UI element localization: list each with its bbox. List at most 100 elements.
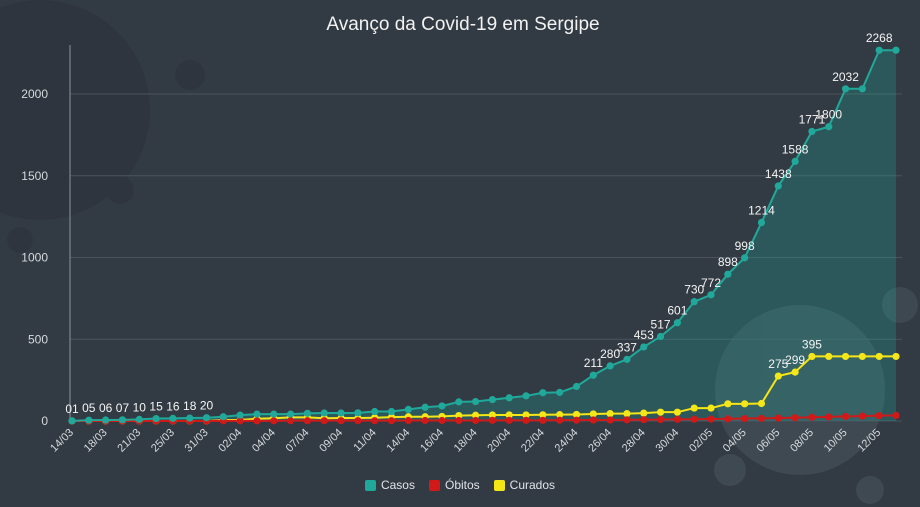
point-obitos[interactable] (757, 414, 766, 422)
point-casos[interactable] (808, 127, 816, 136)
point-casos[interactable] (556, 388, 564, 396)
point-casos[interactable] (303, 409, 312, 417)
point-obitos[interactable] (488, 416, 497, 424)
point-casos[interactable] (673, 319, 681, 327)
point-casos[interactable] (741, 254, 749, 262)
point-casos[interactable] (825, 123, 833, 131)
legend-item-curados[interactable]: Curados (493, 478, 555, 492)
point-casos[interactable] (287, 410, 295, 418)
point-curados[interactable] (875, 352, 883, 361)
point-obitos[interactable] (287, 417, 295, 425)
point-casos[interactable] (169, 414, 177, 422)
point-casos[interactable] (875, 46, 883, 54)
point-casos[interactable] (135, 415, 143, 423)
point-curados[interactable] (741, 400, 749, 408)
point-casos[interactable] (118, 416, 127, 424)
point-obitos[interactable] (589, 416, 597, 424)
point-casos[interactable] (707, 291, 715, 299)
point-casos[interactable] (892, 46, 900, 54)
point-obitos[interactable] (825, 413, 833, 421)
point-obitos[interactable] (404, 416, 412, 425)
point-casos[interactable] (623, 355, 631, 363)
point-curados[interactable] (791, 368, 799, 376)
point-curados[interactable] (589, 410, 597, 418)
point-obitos[interactable] (539, 416, 547, 424)
point-casos[interactable] (606, 362, 614, 370)
point-obitos[interactable] (387, 417, 396, 425)
point-curados[interactable] (892, 352, 900, 361)
point-casos[interactable] (589, 371, 597, 379)
point-casos[interactable] (539, 389, 547, 397)
legend-item-casos[interactable]: Casos (364, 478, 415, 492)
point-casos[interactable] (774, 182, 782, 190)
point-casos[interactable] (387, 407, 396, 416)
point-casos[interactable] (186, 414, 194, 422)
point-casos[interactable] (320, 409, 328, 417)
point-curados[interactable] (673, 408, 681, 416)
point-obitos[interactable] (421, 416, 429, 425)
point-casos[interactable] (236, 411, 244, 419)
point-obitos[interactable] (656, 415, 665, 424)
point-curados[interactable] (808, 352, 816, 361)
point-curados[interactable] (690, 404, 698, 412)
point-casos[interactable] (656, 332, 665, 341)
point-obitos[interactable] (253, 417, 261, 425)
point-obitos[interactable] (522, 416, 530, 424)
point-obitos[interactable] (841, 412, 850, 421)
point-obitos[interactable] (337, 417, 345, 425)
point-curados[interactable] (640, 409, 648, 417)
point-curados[interactable] (488, 411, 497, 419)
point-casos[interactable] (253, 410, 261, 418)
point-curados[interactable] (572, 410, 581, 419)
point-curados[interactable] (505, 411, 513, 419)
point-obitos[interactable] (892, 411, 900, 420)
point-casos[interactable] (438, 402, 446, 410)
point-obitos[interactable] (741, 414, 749, 423)
point-casos[interactable] (757, 218, 766, 227)
point-obitos[interactable] (640, 416, 648, 424)
point-curados[interactable] (707, 404, 715, 412)
point-obitos[interactable] (673, 415, 681, 423)
point-curados[interactable] (623, 410, 631, 418)
point-casos[interactable] (572, 382, 581, 391)
point-obitos[interactable] (354, 417, 362, 425)
point-obitos[interactable] (858, 412, 866, 420)
point-obitos[interactable] (270, 417, 278, 425)
point-obitos[interactable] (371, 417, 379, 425)
point-casos[interactable] (68, 417, 76, 425)
point-curados[interactable] (556, 411, 564, 419)
point-casos[interactable] (337, 409, 345, 417)
point-obitos[interactable] (572, 416, 581, 424)
point-obitos[interactable] (438, 416, 446, 425)
point-obitos[interactable] (471, 416, 480, 425)
point-curados[interactable] (858, 352, 866, 361)
point-obitos[interactable] (808, 413, 816, 421)
point-curados[interactable] (606, 410, 614, 418)
point-casos[interactable] (791, 157, 799, 165)
point-casos[interactable] (102, 416, 110, 424)
point-obitos[interactable] (303, 417, 312, 425)
point-casos[interactable] (690, 298, 698, 306)
point-casos[interactable] (270, 410, 278, 418)
point-obitos[interactable] (556, 416, 564, 424)
point-casos[interactable] (202, 414, 211, 422)
point-obitos[interactable] (236, 417, 244, 425)
point-casos[interactable] (488, 395, 497, 404)
point-curados[interactable] (841, 352, 850, 361)
point-obitos[interactable] (791, 414, 799, 422)
point-casos[interactable] (640, 343, 648, 351)
point-casos[interactable] (421, 403, 429, 411)
point-curados[interactable] (825, 352, 833, 361)
point-curados[interactable] (757, 399, 766, 408)
point-casos[interactable] (455, 398, 463, 406)
point-obitos[interactable] (505, 416, 513, 424)
legend-item-obitos[interactable]: Óbitos (428, 478, 480, 492)
point-casos[interactable] (505, 394, 513, 402)
point-casos[interactable] (858, 85, 866, 93)
point-casos[interactable] (371, 407, 379, 416)
point-obitos[interactable] (320, 417, 328, 425)
point-casos[interactable] (724, 270, 732, 278)
point-obitos[interactable] (623, 416, 631, 424)
point-casos[interactable] (85, 416, 93, 424)
point-casos[interactable] (841, 85, 850, 93)
